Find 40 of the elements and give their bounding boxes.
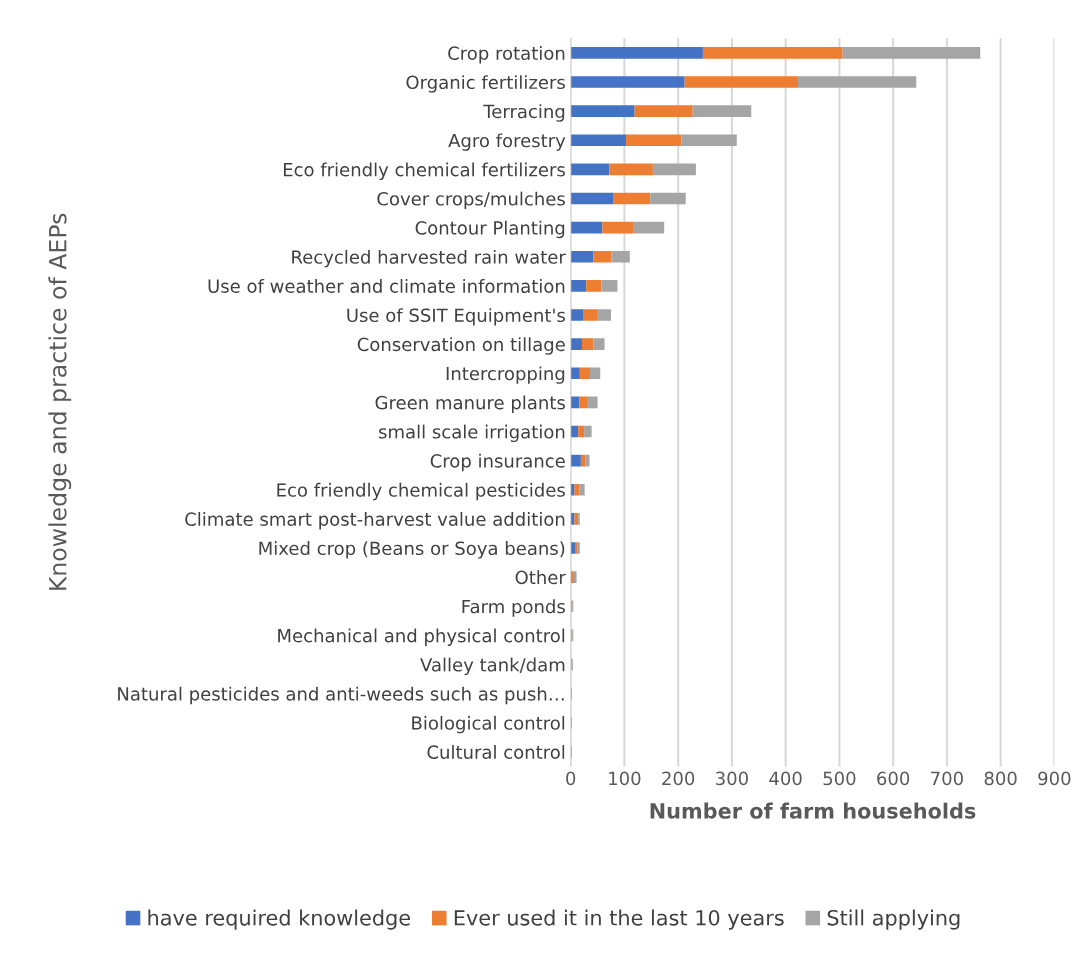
y-tick-label: Eco friendly chemical pesticides [277, 482, 565, 501]
y-tick-label: Cultural control [427, 744, 565, 759]
y-tick-label: Organic fertilizers [406, 75, 565, 93]
y-tick-label: Intercropping [446, 366, 565, 384]
y-tick-label: Other [515, 570, 566, 585]
y-tick-label: Contour Planting [415, 220, 565, 239]
x-tick-label: 100 [609, 771, 641, 786]
y-tick-label: Farm ponds [462, 599, 565, 617]
y-tick-label: Valley tank/dam [420, 657, 565, 676]
x-tick-label: 500 [823, 771, 856, 786]
y-tick-label: Mixed crop (Beans or Soya beans) [259, 541, 565, 559]
x-tick-label: 400 [769, 771, 802, 786]
x-tick-label: 200 [662, 771, 695, 786]
x-axis-title: Number of farm households [650, 802, 976, 819]
y-tick-label: Recycled harvested rain water [292, 249, 566, 268]
y-tick-label: Biological control [412, 715, 565, 734]
legend-label: have required knowledge [148, 909, 411, 930]
y-tick-label: Use of SSIT Equipment's [347, 308, 565, 326]
legend-label: Still applying [827, 909, 960, 930]
y-axis-title: Knowledge and practice of AEPs [48, 213, 72, 590]
y-tick-label: Eco friendly chemical fertilizers [283, 162, 565, 180]
y-tick-label: Terracing [483, 104, 565, 122]
y-tick-label: Mechanical and physical control [278, 628, 565, 646]
y-tick-label: small scale irrigation [379, 424, 565, 443]
y-tick-label: Cover crops/mulches [377, 191, 565, 210]
x-tick-label: 700 [931, 771, 963, 786]
y-tick-label: Crop rotation [448, 46, 565, 64]
y-tick-label: Agro forestry [448, 133, 566, 151]
y-tick-label: Green manure plants [375, 395, 565, 413]
x-tick-label: 900 [1038, 771, 1071, 786]
y-tick-label: Climate smart post-harvest value addition [185, 511, 565, 530]
y-tick-label: Natural pesticides and anti-weeds such as push… [118, 686, 564, 705]
x-tick-label: 300 [716, 771, 748, 786]
x-tick-label: 800 [984, 771, 1017, 786]
y-tick-label: Use of weather and climate information [208, 279, 565, 293]
legend-label: Ever used it in the last 10 years [454, 909, 784, 930]
x-tick-label: 600 [877, 771, 910, 786]
x-tick-label: 0 [566, 771, 576, 786]
y-tick-label: Conservation on tillage [357, 337, 565, 355]
y-tick-label: Crop insurance [430, 453, 565, 472]
